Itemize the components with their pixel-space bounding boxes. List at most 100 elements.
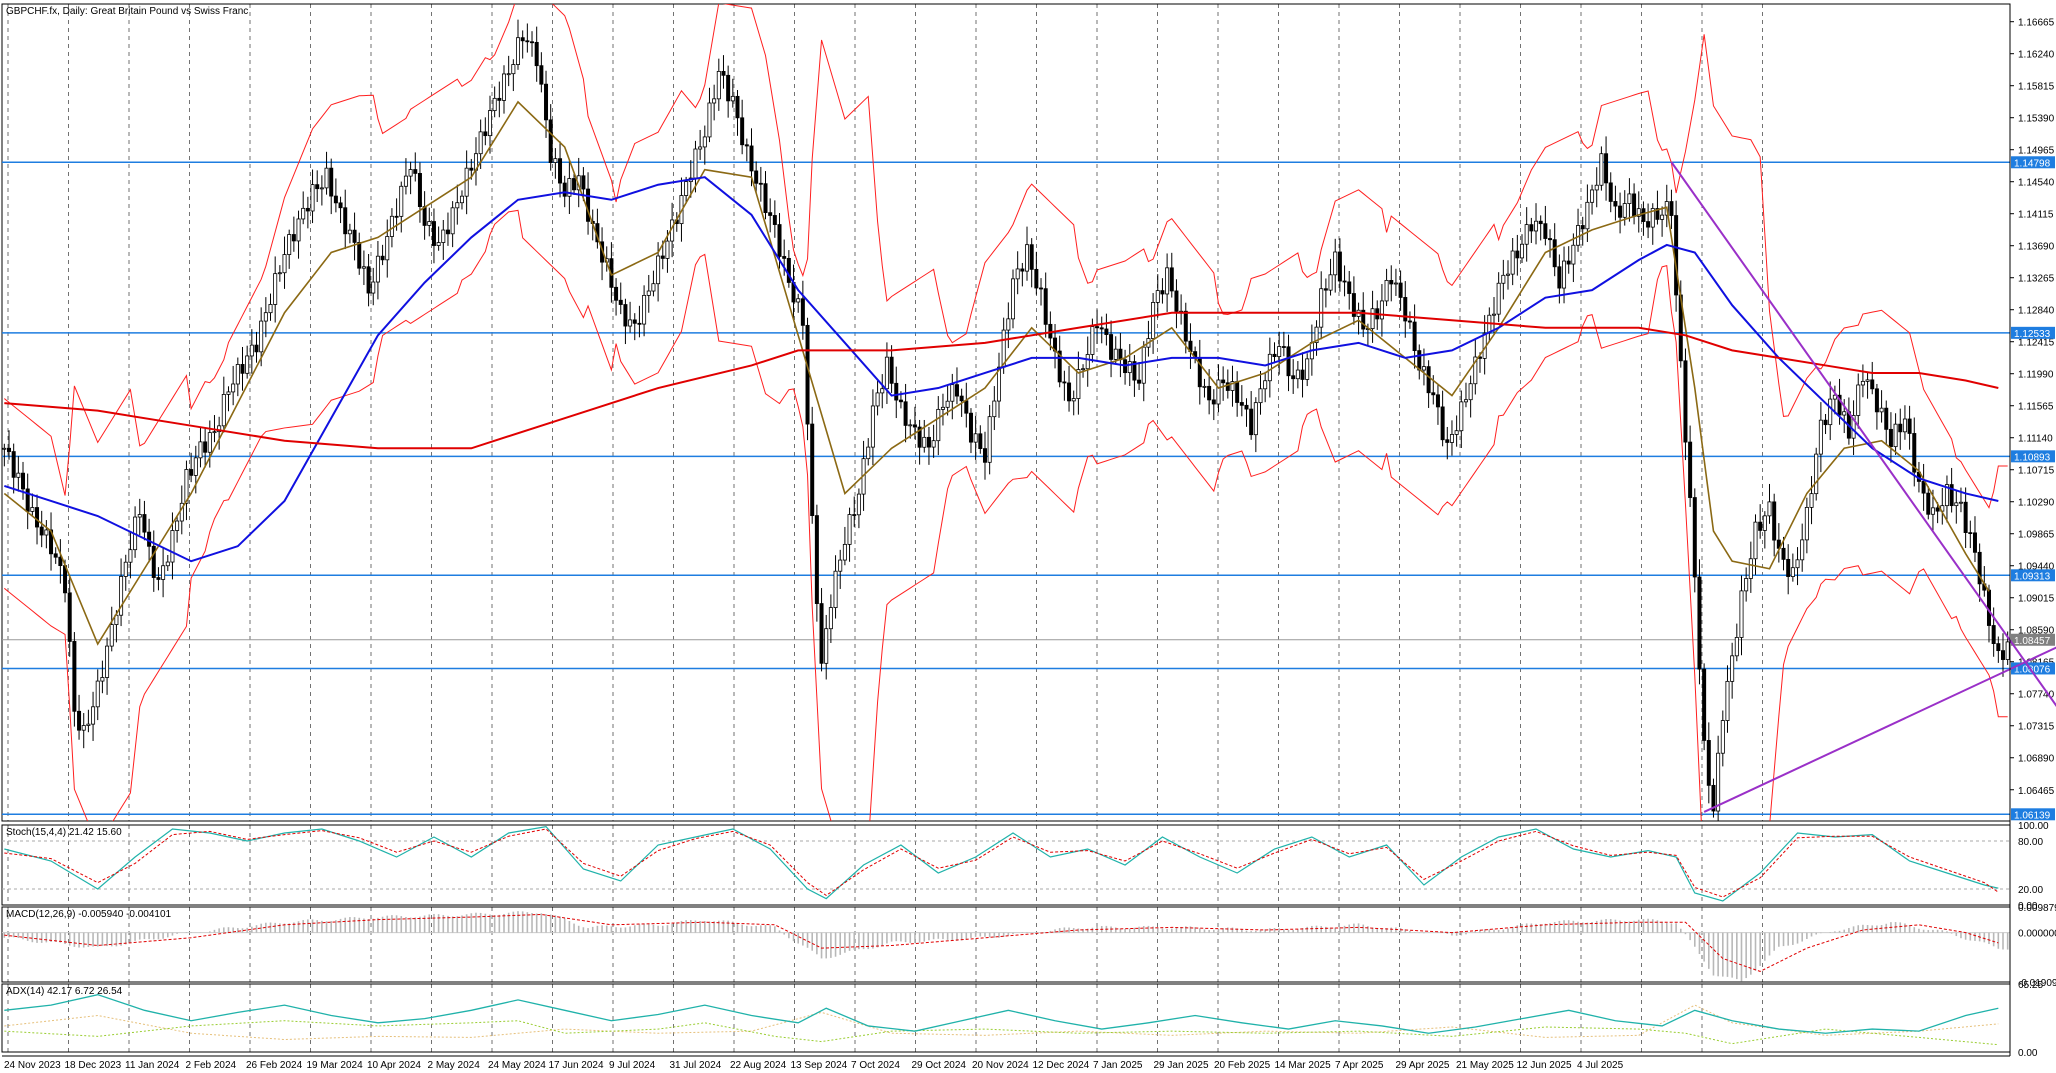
candle-body [147,531,152,547]
candle-body [7,447,12,452]
candle-body [343,207,348,235]
candle-body [501,73,506,101]
candle-body [1571,244,1576,265]
candle-body [758,182,763,185]
stoch-signal-line [4,828,1999,898]
price-tick-label: 1.10715 [2018,466,2055,477]
candle-body [1557,266,1562,289]
price-tick-label: 1.16665 [2018,18,2055,29]
candle-body [305,207,310,212]
candle-body [964,400,969,414]
candle-body [273,273,278,305]
adx-plus-di-line [4,1020,1999,1046]
candle-body [487,110,492,137]
candle-body [828,607,833,630]
level-price-label: 1.06139 [2014,810,2051,821]
candle-body [1449,434,1454,443]
price-tick-label: 1.11565 [2018,402,2054,413]
candle-body [1333,251,1338,276]
candle-body [77,710,82,731]
candle-body [1608,182,1613,202]
candle-body [903,401,908,426]
candle-body [1618,205,1623,218]
candle-body [749,145,754,172]
candle-body [968,412,973,443]
candle-body [296,218,301,242]
candle-body [917,426,922,448]
bollinger-lower-band [4,209,2008,821]
candle-body [1814,453,1819,495]
price-tick-label: 1.16240 [2018,50,2055,61]
candle-body [1753,521,1758,560]
candle-body [1403,297,1408,322]
candle-body [1842,411,1847,416]
date-tick-label: 22 Aug 2024 [730,1060,787,1071]
candle-body [1926,492,1931,515]
candle-body [175,520,180,531]
candle-body [1258,388,1263,404]
candle-body [651,283,656,292]
candle-body [810,423,815,516]
candle-body [819,603,824,664]
candle-body [875,392,880,407]
candle-body [1730,655,1735,682]
candle-body [1716,752,1721,812]
candle-body [1244,404,1249,410]
candle-body [1809,493,1814,508]
candle-body [1790,567,1795,577]
candle-body [889,356,894,384]
candle-body [856,493,861,516]
candle-body [1683,360,1688,443]
candle-body [1267,353,1272,382]
candle-body [67,592,72,642]
trendline-support[interactable] [1703,624,2056,813]
candle-body [730,95,735,102]
candle-body [21,472,26,490]
bollinger-upper-band [4,4,2008,509]
candle-body [254,344,259,353]
candle-body [151,545,156,578]
candle-body [1501,274,1506,284]
candle-body [1636,208,1641,217]
candle-body [693,148,698,179]
date-tick-label: 20 Nov 2024 [972,1060,1029,1071]
price-pane[interactable] [1,3,2011,822]
adx-pane[interactable] [1,983,2011,1053]
candle-body [1580,225,1585,230]
candle-body [1632,193,1637,217]
candle-body [721,70,726,76]
candle-body [1949,484,1954,507]
candle-body [1076,369,1081,399]
date-tick-label: 13 Sep 2024 [791,1060,848,1071]
candle-body [1337,251,1342,282]
candle-body [291,234,296,242]
candle-body [263,312,268,322]
date-tick-label: 12 Jun 2025 [1517,1060,1572,1071]
candle-body [1725,680,1730,721]
candle-body [492,97,497,111]
candle-body [245,355,250,374]
candle-body [1641,208,1646,222]
candle-body [1660,214,1665,220]
candle-body [1412,321,1417,352]
candle-body [516,37,521,65]
candle-body [847,514,852,545]
trendline-resistance[interactable] [1670,161,2056,709]
candle-body [1445,439,1450,443]
candle-body [506,73,511,76]
candle-body [469,167,474,171]
price-tick-label: 1.13265 [2018,274,2055,285]
candle-body [623,304,628,327]
candle-body [301,207,306,220]
candle-body [1538,220,1543,225]
candle-body [660,255,665,259]
candle-body [1585,201,1590,230]
candle-body [1907,418,1912,434]
candle-body [959,395,964,402]
candle-body [170,530,175,563]
candle-body [497,97,502,101]
candle-body [1286,346,1291,377]
date-tick-label: 7 Apr 2025 [1335,1060,1384,1071]
candle-body [1963,501,1968,533]
